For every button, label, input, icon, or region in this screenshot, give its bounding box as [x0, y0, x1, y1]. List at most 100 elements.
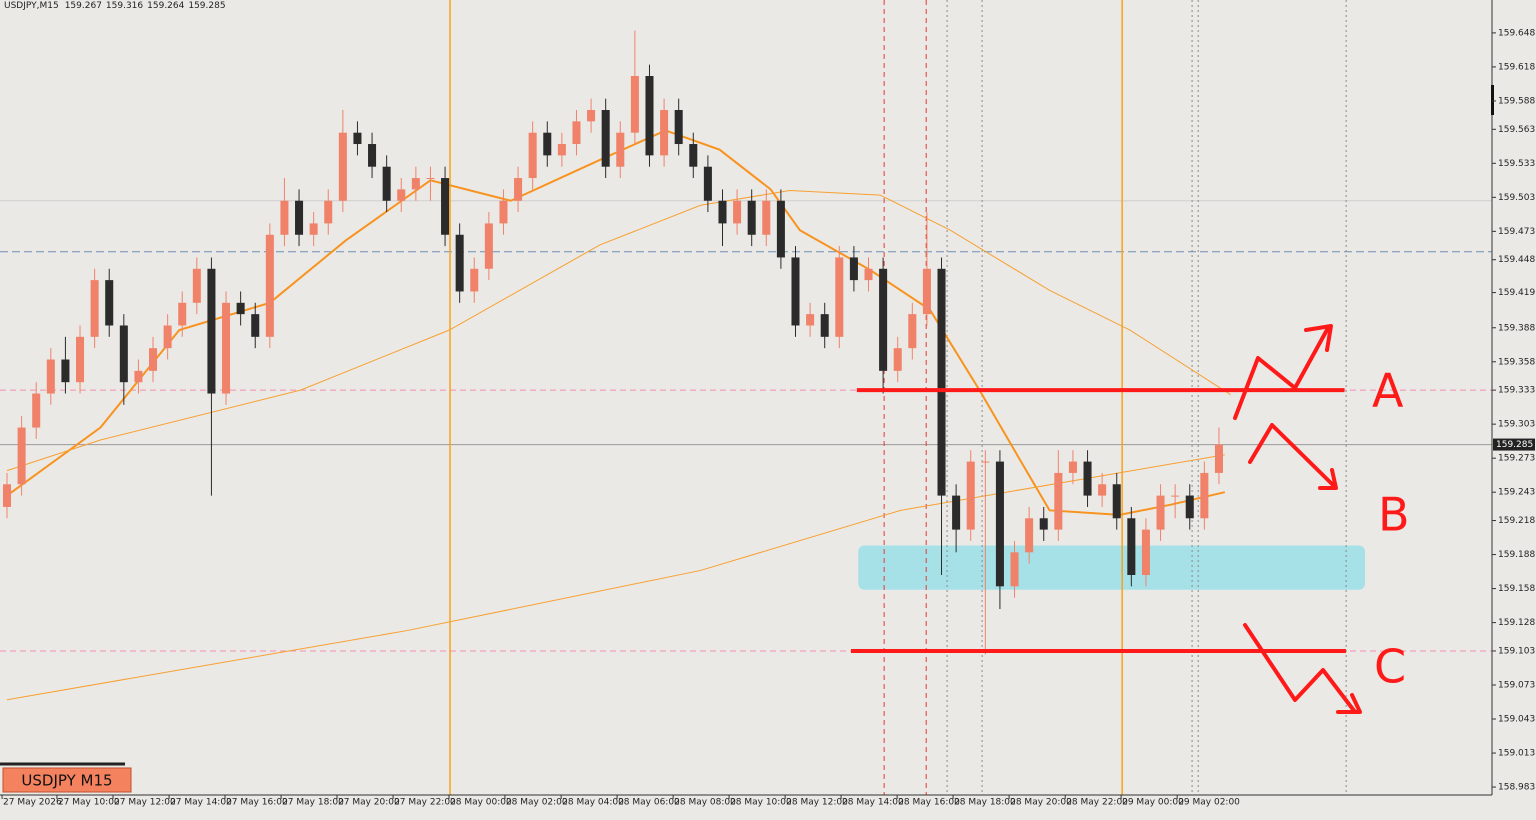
candle-body: [1156, 495, 1165, 530]
header-high: 159.316: [106, 1, 143, 11]
x-tick-label: 28 May 02:00: [506, 798, 568, 808]
y-tick-label: 159.128: [1498, 618, 1535, 628]
y-tick-label: 159.358: [1498, 357, 1535, 367]
candle-body: [46, 359, 55, 394]
y-tick-label: 159.303: [1498, 420, 1535, 430]
y-tick-label: 159.473: [1498, 227, 1535, 237]
x-tick-label: 28 May 14:00: [842, 798, 904, 808]
x-tick-label: 29 May 00:00: [1122, 798, 1184, 808]
x-tick-label: 27 May 12:00: [114, 798, 176, 808]
badge-text: USDJPY M15: [21, 772, 112, 790]
candle-body: [937, 268, 946, 496]
support-zone: [858, 545, 1365, 590]
plot: [0, 0, 1492, 795]
candle-body: [1083, 461, 1092, 496]
candle-body: [864, 268, 873, 281]
price-tag-label: 159.285: [1496, 440, 1533, 450]
candle-body: [879, 268, 888, 371]
arrow-up: [1233, 324, 1333, 420]
candle-body: [17, 427, 26, 485]
candle-body: [791, 257, 800, 326]
candle-body: [835, 257, 844, 337]
candle-body: [1127, 518, 1136, 575]
candle-body: [747, 200, 756, 235]
candle-body: [484, 223, 493, 269]
x-tick-label: 27 May 22:00: [394, 798, 456, 808]
candle-body: [353, 132, 362, 145]
candle-body: [178, 302, 187, 326]
x-tick-label: 28 May 20:00: [1010, 798, 1072, 808]
candle-body: [645, 75, 654, 156]
candle-body: [426, 178, 435, 180]
y-tick-label: 159.503: [1498, 193, 1535, 203]
y-tick-label: 159.158: [1498, 584, 1535, 594]
header-close: 159.285: [188, 1, 225, 11]
y-tick-label: 159.618: [1498, 62, 1535, 72]
candle-body: [1025, 518, 1034, 553]
candle-body: [207, 268, 216, 394]
y-tick-label: 159.533: [1498, 159, 1535, 169]
candle-body: [251, 314, 260, 337]
candle-body: [543, 132, 552, 156]
candle-body: [265, 234, 274, 337]
candle-body: [411, 178, 420, 190]
y-tick-label: 159.563: [1498, 125, 1535, 135]
candle-body: [995, 461, 1004, 587]
candle-body: [105, 280, 114, 326]
x-tick-label: 28 May 22:00: [1066, 798, 1128, 808]
x-tick-label: 28 May 04:00: [562, 798, 624, 808]
candle-body: [134, 370, 143, 383]
candle-body: [514, 178, 523, 201]
header-low: 159.264: [147, 1, 184, 11]
candle-body: [689, 144, 698, 167]
candle-body: [703, 166, 712, 201]
moving-average: [6, 454, 1225, 701]
candle-body: [674, 110, 683, 145]
y-tick-label: 158.983: [1498, 783, 1535, 793]
candle-body: [90, 280, 99, 337]
candle-body: [1112, 484, 1121, 519]
candle-body: [295, 200, 304, 235]
hand-drawn-arrows: [1233, 324, 1362, 714]
header: USDJPY,M15 159.267 159.316 159.264 159.285: [4, 1, 226, 11]
candle-body: [966, 461, 975, 530]
candle-body: [718, 200, 727, 224]
candle-body: [222, 302, 231, 394]
x-tick-label: 27 May 14:00: [170, 798, 232, 808]
candle-body: [499, 200, 508, 224]
candle-body: [630, 75, 639, 133]
arrow-down: [1243, 623, 1362, 714]
candle-body: [908, 314, 917, 349]
y-tick-label: 159.419: [1498, 288, 1535, 298]
candle-body: [163, 325, 172, 349]
candle-body: [893, 348, 902, 371]
candle-body: [1171, 495, 1180, 497]
candle-body: [733, 200, 742, 224]
candle-body: [922, 268, 931, 315]
candle-body: [368, 144, 377, 167]
x-tick-label: 27 May 16:00: [226, 798, 288, 808]
candle-body: [776, 200, 785, 258]
y-tick-label: 159.188: [1498, 550, 1535, 560]
candle-body: [470, 268, 479, 292]
candle-body: [309, 223, 318, 235]
candle-body: [1039, 518, 1048, 530]
candle-body: [528, 132, 537, 179]
candle-body: [455, 234, 464, 292]
candle-body: [192, 268, 201, 303]
candle-body: [2, 484, 12, 507]
x-tick-label: 28 May 06:00: [618, 798, 680, 808]
scroll-marker: [1491, 85, 1494, 115]
x-tick-label: 28 May 10:00: [730, 798, 792, 808]
x-tick-label: 28 May 18:00: [954, 798, 1016, 808]
x-tick-label: 27 May 20:00: [338, 798, 400, 808]
x-tick-label: 27 May 18:00: [282, 798, 344, 808]
candle-body: [1068, 461, 1077, 473]
candle-body: [557, 144, 566, 156]
symbol: USDJPY,M15: [4, 1, 59, 11]
x-tick-label: 28 May 08:00: [674, 798, 736, 808]
x-tick-label: 28 May 16:00: [898, 798, 960, 808]
candle-body: [1010, 552, 1019, 587]
candle-body: [1141, 529, 1150, 575]
candle-body: [1054, 472, 1063, 530]
